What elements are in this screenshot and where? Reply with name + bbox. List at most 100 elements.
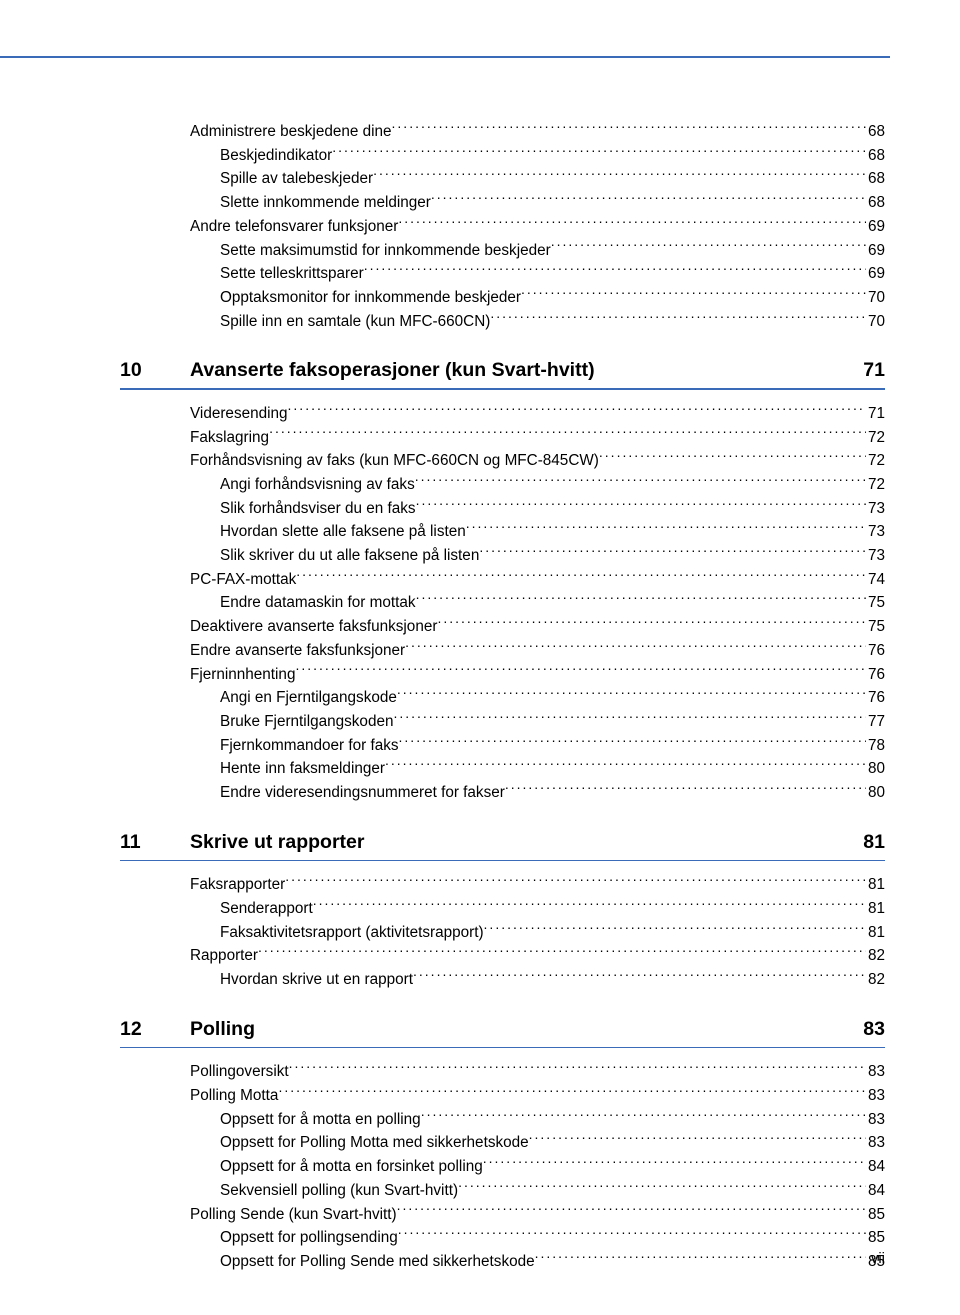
toc-entry-title: Faksaktivitetsrapport (aktivitetsrapport… — [220, 921, 484, 945]
toc-entry-page: 75 — [866, 615, 885, 639]
toc-leader-dots — [296, 568, 866, 583]
toc-leader-dots — [288, 403, 866, 418]
toc-entry-title: Oppsett for å motta en polling — [220, 1108, 421, 1132]
toc-entry-title: Bruke Fjerntilgangskoden — [220, 710, 393, 734]
toc-entry-page: 81 — [866, 897, 885, 921]
toc-entry-page: 85 — [866, 1203, 885, 1227]
toc-entry-page: 73 — [866, 497, 885, 521]
toc-entry[interactable]: Sekvensiell polling (kun Svart-hvitt)84 — [120, 1179, 885, 1203]
toc-entry[interactable]: Hvordan slette alle faksene på listen73 — [120, 520, 885, 544]
toc-entry[interactable]: Opptaksmonitor for innkommende beskjeder… — [120, 286, 885, 310]
toc-entry-page: 76 — [866, 686, 885, 710]
toc-entry-page: 74 — [866, 568, 885, 592]
toc-entry-page: 84 — [866, 1179, 885, 1203]
toc-leader-dots — [413, 969, 866, 984]
toc-entry[interactable]: Hvordan skrive ut en rapport82 — [120, 968, 885, 992]
toc-leader-dots — [535, 1251, 866, 1266]
toc-entry[interactable]: Rapporter82 — [120, 944, 885, 968]
toc-leader-dots — [416, 592, 866, 607]
toc-leader-dots — [313, 898, 866, 913]
toc-entry[interactable]: Senderapport81 — [120, 897, 885, 921]
toc-leader-dots — [269, 426, 866, 441]
toc-entry[interactable]: Angi forhåndsvisning av faks72 — [120, 473, 885, 497]
toc-leader-dots — [398, 1227, 866, 1242]
toc-section-heading[interactable]: 10Avanserte faksoperasjoner (kun Svart-h… — [120, 359, 885, 382]
toc-section-heading[interactable]: 11Skrive ut rapporter81 — [120, 831, 885, 854]
toc-entry[interactable]: Beskjedindikator68 — [120, 144, 885, 168]
toc-entry[interactable]: Sette maksimumstid for innkommende beskj… — [120, 239, 885, 263]
toc-leader-dots — [458, 1180, 866, 1195]
toc-entry[interactable]: Oppsett for pollingsending85 — [120, 1226, 885, 1250]
toc-entry[interactable]: Faksrapporter81 — [120, 873, 885, 897]
toc-entry[interactable]: Oppsett for å motta en polling83 — [120, 1108, 885, 1132]
toc-section-heading[interactable]: 12Polling83 — [120, 1018, 885, 1041]
toc-section-number: 12 — [120, 1018, 190, 1041]
toc-entry[interactable]: Spille av talebeskjeder68 — [120, 167, 885, 191]
toc-entry-title: Angi en Fjerntilgangskode — [220, 686, 397, 710]
toc-entry-title: Angi forhåndsvisning av faks — [220, 473, 415, 497]
toc-entry[interactable]: Endre datamaskin for mottak75 — [120, 591, 885, 615]
toc-entry-page: 71 — [866, 402, 885, 426]
toc-entry[interactable]: Sette telleskrittsparer69 — [120, 262, 885, 286]
toc-section: 12Polling83 Pollingoversikt83Polling Mott… — [120, 1018, 885, 1274]
toc-entry-title: Rapporter — [190, 944, 258, 968]
toc-leader-dots — [385, 758, 866, 773]
toc-entry[interactable]: Spille inn en samtale (kun MFC-660CN)70 — [120, 310, 885, 334]
section-rule — [120, 388, 885, 390]
toc-entry[interactable]: Polling Motta83 — [120, 1084, 885, 1108]
toc-entry[interactable]: Faksaktivitetsrapport (aktivitetsrapport… — [120, 921, 885, 945]
toc-section-body: Pollingoversikt83Polling Motta83Oppsett … — [120, 1060, 885, 1273]
toc-entry[interactable]: Pollingoversikt83 — [120, 1060, 885, 1084]
toc-entry[interactable]: Hente inn faksmeldinger80 — [120, 757, 885, 781]
toc-entry-page: 70 — [866, 310, 885, 334]
toc-entry-page: 70 — [866, 286, 885, 310]
toc-leader-dots — [599, 450, 866, 465]
toc-entry[interactable]: Polling Sende (kun Svart-hvitt)85 — [120, 1203, 885, 1227]
toc-entry[interactable]: Andre telefonsvarer funksjoner69 — [120, 215, 885, 239]
toc-entry[interactable]: Angi en Fjerntilgangskode 76 — [120, 686, 885, 710]
toc-entry-title: Faksrapporter — [190, 873, 285, 897]
toc-entry-title: Endre datamaskin for mottak — [220, 591, 416, 615]
toc-leader-dots — [551, 239, 866, 254]
toc-section-title: Skrive ut rapporter — [190, 831, 863, 854]
toc-leader-dots — [484, 921, 866, 936]
toc-entry[interactable]: Deaktivere avanserte faksfunksjoner75 — [120, 615, 885, 639]
toc-entry[interactable]: Oppsett for Polling Motta med sikkerhets… — [120, 1131, 885, 1155]
toc-entry[interactable]: Endre avanserte faksfunksjoner76 — [120, 639, 885, 663]
toc-entry[interactable]: Administrere beskjedene dine68 — [120, 120, 885, 144]
toc-entry[interactable]: Oppsett for Polling Sende med sikkerhets… — [120, 1250, 885, 1274]
toc-entry-page: 72 — [866, 426, 885, 450]
toc-entry-page: 80 — [866, 781, 885, 805]
section-rule — [120, 860, 885, 862]
toc-leader-dots — [289, 1061, 866, 1076]
toc-leader-dots — [373, 168, 866, 183]
toc-entry[interactable]: Endre videresendingsnummeret for fakser8… — [120, 781, 885, 805]
toc-entry-title: Sette maksimumstid for innkommende beskj… — [220, 239, 551, 263]
toc-section-number: 10 — [120, 359, 190, 382]
toc-section: 10Avanserte faksoperasjoner (kun Svart-h… — [120, 359, 885, 804]
toc-entry-page: 83 — [866, 1131, 885, 1155]
toc-entry[interactable]: Slette innkommende meldinger68 — [120, 191, 885, 215]
toc-entry[interactable]: PC-FAX-mottak74 — [120, 568, 885, 592]
toc-entry[interactable]: Slik forhåndsviser du en faks 73 — [120, 497, 885, 521]
toc-entry[interactable]: Fakslagring72 — [120, 426, 885, 450]
toc-entry[interactable]: Videresending71 — [120, 402, 885, 426]
toc-entry[interactable]: Slik skriver du ut alle faksene på liste… — [120, 544, 885, 568]
toc-entry-page: 80 — [866, 757, 885, 781]
toc-entry-title: Slik forhåndsviser du en faks — [220, 497, 416, 521]
toc-entry[interactable]: Oppsett for å motta en forsinket polling… — [120, 1155, 885, 1179]
toc-entry[interactable]: Fjerninnhenting76 — [120, 663, 885, 687]
toc-leader-dots — [364, 263, 866, 278]
toc-entry-title: Andre telefonsvarer funksjoner — [190, 215, 398, 239]
toc-entry[interactable]: Fjernkommandoer for faks78 — [120, 734, 885, 758]
toc-entry-title: Forhåndsvisning av faks (kun MFC-660CN o… — [190, 449, 599, 473]
toc-sections-block: 10Avanserte faksoperasjoner (kun Svart-h… — [120, 359, 885, 1273]
toc-leader-dots — [490, 310, 866, 325]
toc-entry[interactable]: Bruke Fjerntilgangskoden77 — [120, 710, 885, 734]
toc-section-page: 83 — [863, 1018, 885, 1041]
toc-entry-page: 73 — [866, 520, 885, 544]
toc-entry[interactable]: Forhåndsvisning av faks (kun MFC-660CN o… — [120, 449, 885, 473]
toc-entry-page: 85 — [866, 1226, 885, 1250]
toc-leader-dots — [285, 874, 866, 889]
toc-leader-dots — [421, 1108, 866, 1123]
